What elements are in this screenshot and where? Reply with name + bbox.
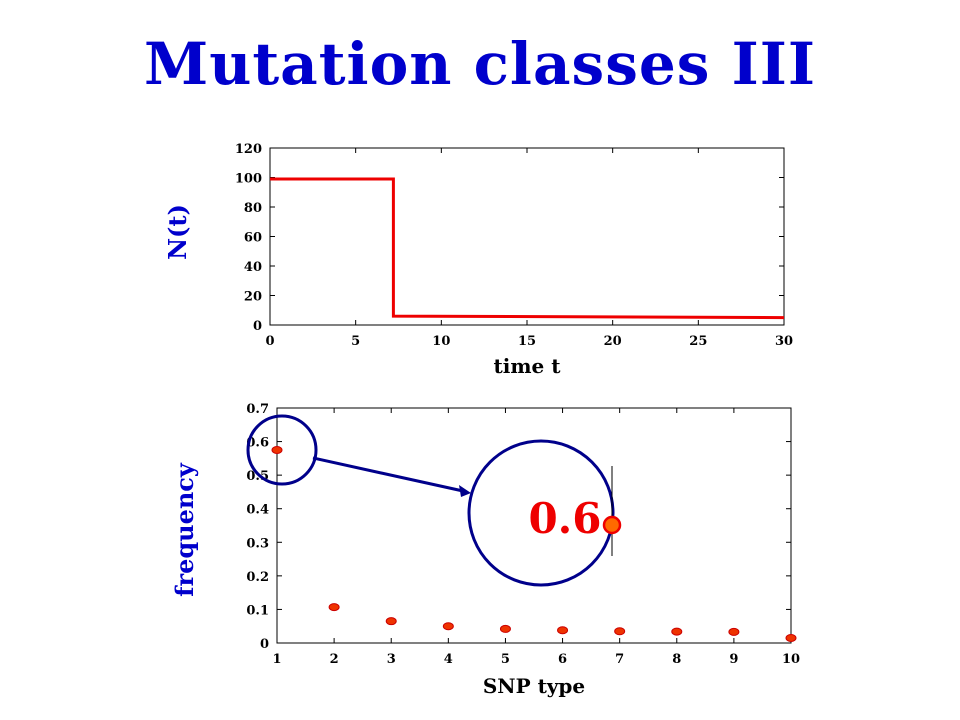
x-ticks: 1 2 3 4 5 6 7 8 9 10 <box>272 408 800 667</box>
slide-title: Mutation classes III <box>144 30 816 98</box>
data-point <box>385 617 397 626</box>
y-axis-label: N(t) <box>163 204 192 260</box>
x-tick-label: 1 <box>272 652 281 667</box>
y-tick-label: 0 <box>253 319 262 334</box>
data-point <box>499 624 511 633</box>
y-tick-label: 0.6 <box>246 436 269 451</box>
zoom-data-point <box>602 515 622 535</box>
x-axis-label: SNP type <box>483 674 585 698</box>
series-line <box>270 177 785 320</box>
frequency-chart: 1 2 3 4 5 6 7 8 9 10 0 0.1 0.2 0.3 0.4 0.5 0.6 0.7 0.6 S… <box>170 402 800 698</box>
x-tick-label: 25 <box>689 334 707 349</box>
x-tick-label: 7 <box>615 652 624 667</box>
y-tick-label: 120 <box>235 142 262 157</box>
y-tick-label: 0.1 <box>246 603 269 618</box>
x-tick-label: 6 <box>558 652 567 667</box>
y-tick-label: 80 <box>244 201 262 216</box>
data-point <box>614 627 626 636</box>
data-point <box>328 603 340 612</box>
callout-arrow <box>312 456 464 493</box>
x-ticks: 0 5 10 15 20 25 30 <box>265 148 793 349</box>
zoom-circle <box>467 439 615 587</box>
data-point <box>785 633 797 642</box>
x-tick-label: 10 <box>432 334 450 349</box>
x-tick-label: 10 <box>782 652 800 667</box>
plot-frame <box>269 147 785 326</box>
x-tick-label: 2 <box>330 652 339 667</box>
y-tick-label: 40 <box>244 260 262 275</box>
x-tick-label: 3 <box>387 652 396 667</box>
y-tick-label: 0 <box>260 637 269 652</box>
zoom-callout: 0.6 <box>246 414 622 587</box>
highlight-circle <box>246 414 318 486</box>
y-ticks: 0 20 40 60 80 100 120 <box>235 142 784 334</box>
y-tick-label: 0.7 <box>246 402 269 417</box>
y-tick-label: 0.4 <box>246 503 269 518</box>
x-tick-label: 8 <box>672 652 681 667</box>
x-tick-label: 9 <box>729 652 738 667</box>
x-tick-label: 15 <box>518 334 536 349</box>
callout-value: 0.6 <box>528 494 601 543</box>
data-point <box>671 627 683 636</box>
y-ticks: 0 0.1 0.2 0.3 0.4 0.5 0.6 0.7 <box>246 402 791 652</box>
data-point <box>728 627 740 636</box>
y-tick-label: 0.3 <box>246 536 269 551</box>
y-tick-label: 100 <box>235 172 262 187</box>
y-tick-label: 20 <box>244 290 262 305</box>
x-tick-label: 0 <box>265 334 274 349</box>
scatter-points <box>271 445 797 642</box>
x-tick-label: 5 <box>351 334 360 349</box>
data-point <box>557 626 569 635</box>
plot-frame <box>276 407 792 644</box>
y-axis-label: frequency <box>170 462 199 597</box>
y-tick-label: 60 <box>244 231 262 246</box>
y-tick-label: 0.2 <box>246 570 269 585</box>
x-tick-label: 5 <box>501 652 510 667</box>
x-axis-label: time t <box>494 354 562 378</box>
data-point <box>442 622 454 631</box>
data-point <box>271 445 283 454</box>
population-chart: 0 5 10 15 20 25 30 0 20 40 60 80 100 120 time t N(t) <box>163 142 793 378</box>
x-tick-label: 20 <box>604 334 622 349</box>
x-tick-label: 4 <box>444 652 453 667</box>
y-tick-label: 0.5 <box>246 469 269 484</box>
arrow-head <box>459 485 471 497</box>
x-tick-label: 30 <box>775 334 793 349</box>
